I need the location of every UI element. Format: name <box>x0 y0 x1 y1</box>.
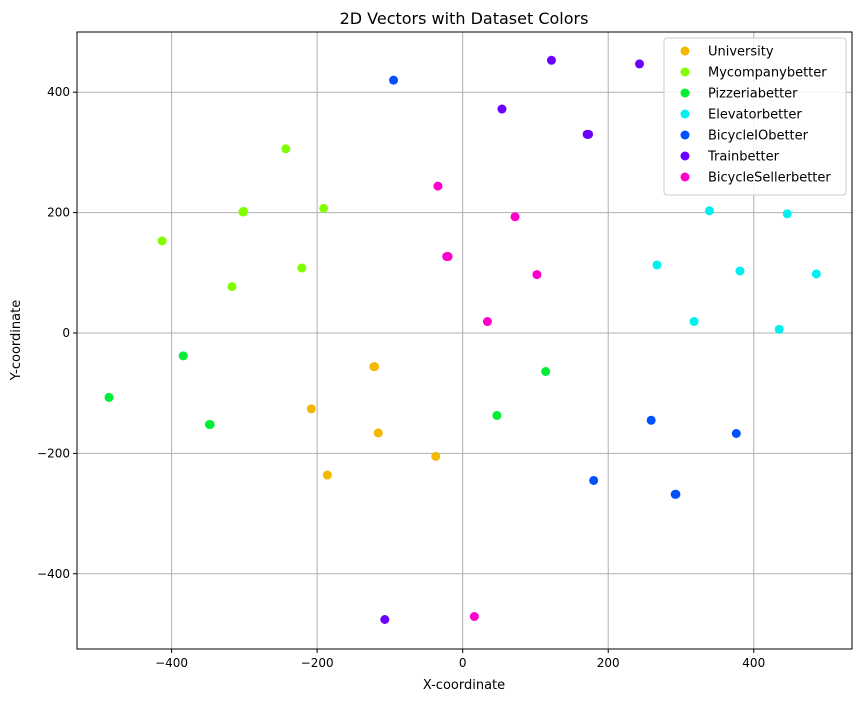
data-point <box>205 419 215 429</box>
data-point <box>431 451 441 461</box>
data-point <box>369 362 379 372</box>
legend-label: University <box>708 45 774 60</box>
legend-label: BicycleSellerbetter <box>708 171 831 186</box>
data-points <box>104 55 821 625</box>
data-point <box>482 317 492 327</box>
data-point <box>671 489 681 499</box>
data-point <box>782 209 792 219</box>
x-tick-label: 400 <box>742 656 765 670</box>
legend-marker <box>680 46 690 56</box>
data-point <box>322 470 332 480</box>
data-point <box>646 415 656 425</box>
series-mycompanybetter <box>157 144 329 292</box>
data-point <box>652 260 662 270</box>
data-point <box>704 206 714 216</box>
data-point <box>492 410 502 420</box>
legend-label: Trainbetter <box>707 150 780 165</box>
legend-label: Mycompanybetter <box>708 66 827 81</box>
series-elevatorbetter <box>652 206 821 334</box>
data-point <box>227 282 237 292</box>
data-point <box>735 266 745 276</box>
data-point <box>380 615 390 625</box>
x-tick-label: −400 <box>155 656 188 670</box>
data-point <box>238 207 248 217</box>
x-axis-label: X-coordinate <box>423 678 505 693</box>
legend-label: BicycleIObetter <box>708 129 809 144</box>
data-point <box>774 324 784 334</box>
data-point <box>731 429 741 439</box>
data-point <box>541 367 551 377</box>
y-tick-label: −400 <box>37 567 70 581</box>
data-point <box>433 181 443 191</box>
data-point <box>373 428 383 438</box>
data-point <box>281 144 291 154</box>
data-point <box>104 392 114 402</box>
chart-title: 2D Vectors with Dataset Colors <box>340 9 589 28</box>
y-axis-label: Y-coordinate <box>9 300 24 381</box>
data-point <box>635 59 645 69</box>
legend-marker <box>680 130 690 140</box>
data-point <box>306 404 316 414</box>
data-point <box>157 236 167 246</box>
legend-box <box>663 37 847 196</box>
series-trainbetter <box>380 55 645 625</box>
data-point <box>510 212 520 222</box>
series-university <box>306 362 441 480</box>
y-tick-label: 400 <box>47 85 70 99</box>
plot-frame <box>76 31 853 650</box>
data-point <box>532 270 542 280</box>
data-point <box>319 203 329 213</box>
legend: University Mycompanybetter Pizzeriabetter E… <box>663 37 847 196</box>
data-point <box>443 252 453 262</box>
axis-ticks: −400 −200 0 200 400 −400 −200 0 200 400 <box>37 85 765 670</box>
series-bicyclesellerbetter <box>433 181 542 621</box>
legend-marker <box>680 67 690 77</box>
x-tick-label: −200 <box>301 656 334 670</box>
y-tick-label: 200 <box>47 206 70 220</box>
series-bicycleiobetter <box>389 75 741 499</box>
data-point <box>689 317 699 327</box>
data-point <box>589 475 599 485</box>
data-point <box>811 269 821 279</box>
x-tick-label: 200 <box>597 656 620 670</box>
series-pizzeriabetter <box>104 351 551 429</box>
data-point <box>297 263 307 273</box>
y-tick-label: 0 <box>62 326 70 340</box>
data-point <box>469 611 479 621</box>
data-point <box>389 75 399 85</box>
legend-label: Pizzeriabetter <box>708 87 798 102</box>
data-point <box>584 129 594 139</box>
legend-marker <box>680 88 690 98</box>
data-point <box>546 55 556 65</box>
legend-marker <box>680 172 690 182</box>
x-tick-label: 0 <box>459 656 467 670</box>
legend-label: Elevatorbetter <box>708 108 802 123</box>
legend-marker <box>680 109 690 119</box>
data-point <box>497 104 507 114</box>
data-point <box>178 351 188 361</box>
legend-marker <box>680 151 690 161</box>
y-tick-label: −200 <box>37 446 70 460</box>
